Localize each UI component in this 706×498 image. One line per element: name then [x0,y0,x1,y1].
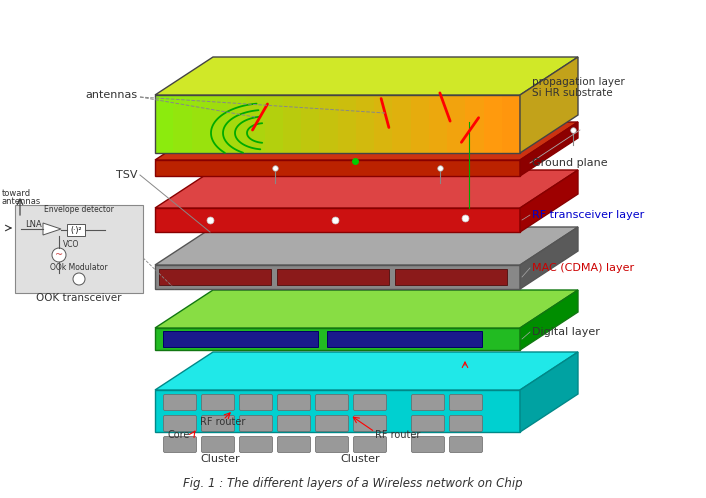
Polygon shape [301,95,321,153]
FancyBboxPatch shape [201,415,234,431]
FancyBboxPatch shape [450,437,482,453]
FancyBboxPatch shape [450,394,482,410]
Polygon shape [155,57,578,95]
Polygon shape [502,95,521,153]
Polygon shape [155,352,578,390]
Text: Cluster: Cluster [340,454,380,464]
Text: Digital layer: Digital layer [532,327,600,337]
FancyBboxPatch shape [164,415,196,431]
Text: MAC (CDMA) layer: MAC (CDMA) layer [532,263,634,273]
Polygon shape [465,95,484,153]
Polygon shape [228,95,247,153]
FancyBboxPatch shape [15,205,143,293]
Polygon shape [155,227,578,265]
Text: Cluster: Cluster [201,454,240,464]
Text: RF router: RF router [375,430,420,440]
Bar [67,224,85,236]
Text: Si HR substrate: Si HR substrate [532,88,613,98]
Text: Fig. 1 : The different layers of a Wireless network on Chip: Fig. 1 : The different layers of a Wirel… [183,477,523,490]
Polygon shape [43,223,61,235]
Polygon shape [520,290,578,350]
Text: antennas: antennas [2,197,41,206]
Polygon shape [520,170,578,232]
FancyBboxPatch shape [239,394,273,410]
Polygon shape [191,95,211,153]
Bar [327,331,482,347]
FancyBboxPatch shape [316,437,349,453]
FancyBboxPatch shape [201,394,234,410]
FancyBboxPatch shape [354,415,386,431]
Polygon shape [337,95,357,153]
FancyBboxPatch shape [277,415,311,431]
FancyBboxPatch shape [239,437,273,453]
FancyBboxPatch shape [354,437,386,453]
FancyBboxPatch shape [412,437,445,453]
FancyBboxPatch shape [412,415,445,431]
Circle shape [73,273,85,285]
Polygon shape [374,95,393,153]
Circle shape [52,248,66,262]
Polygon shape [520,352,578,432]
Text: VCO: VCO [63,240,79,249]
Polygon shape [173,95,193,153]
FancyBboxPatch shape [316,394,349,410]
FancyBboxPatch shape [277,394,311,410]
Text: RF router: RF router [200,417,246,427]
Text: antennas: antennas [86,90,138,100]
FancyBboxPatch shape [412,394,445,410]
Text: propagation layer: propagation layer [532,77,625,87]
Text: TSV: TSV [116,170,138,180]
Bar [159,269,271,285]
Polygon shape [520,122,578,176]
Text: OOk Modulator: OOk Modulator [50,263,108,272]
FancyBboxPatch shape [164,394,196,410]
Polygon shape [356,95,375,153]
Polygon shape [155,122,578,160]
Polygon shape [246,95,265,153]
Text: OOK transceiver: OOK transceiver [36,293,121,303]
Polygon shape [155,170,578,208]
Polygon shape [520,57,578,153]
Text: ~: ~ [55,250,63,260]
Polygon shape [155,160,520,176]
Text: Envelope detector: Envelope detector [44,205,114,214]
Bar [163,331,318,347]
Polygon shape [155,265,520,289]
Polygon shape [265,95,284,153]
Polygon shape [210,95,229,153]
Text: Core: Core [167,430,189,440]
Text: (·)²: (·)² [71,226,82,235]
Polygon shape [393,95,412,153]
FancyBboxPatch shape [239,415,273,431]
Polygon shape [155,328,520,350]
FancyBboxPatch shape [316,415,349,431]
Text: RF transceiver layer: RF transceiver layer [532,210,645,220]
Polygon shape [429,95,448,153]
Text: LNA: LNA [25,220,42,229]
FancyBboxPatch shape [277,437,311,453]
FancyBboxPatch shape [354,394,386,410]
Polygon shape [155,290,578,328]
Polygon shape [520,227,578,289]
FancyBboxPatch shape [450,415,482,431]
Polygon shape [155,208,520,232]
Polygon shape [155,390,520,432]
Polygon shape [155,95,174,153]
FancyBboxPatch shape [164,437,196,453]
Polygon shape [484,95,503,153]
Polygon shape [447,95,466,153]
FancyBboxPatch shape [201,437,234,453]
Polygon shape [410,95,430,153]
Text: toward: toward [2,189,31,198]
Polygon shape [282,95,302,153]
Polygon shape [319,95,338,153]
Text: Ground plane: Ground plane [532,158,608,168]
Bar [395,269,507,285]
Bar [277,269,389,285]
